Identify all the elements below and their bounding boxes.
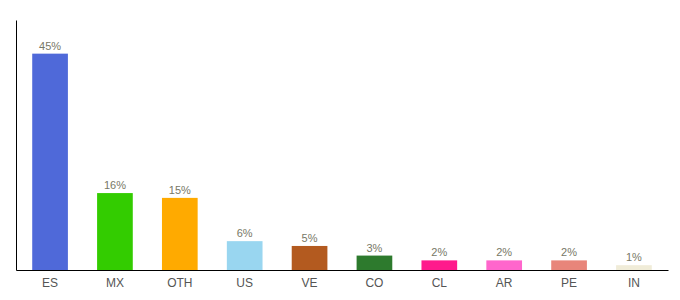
bar	[227, 241, 263, 270]
axis-domain	[17, 270, 669, 271]
tick: IN	[628, 270, 640, 290]
bar	[616, 265, 652, 270]
data-labels: 45% 16% 15% 6% 5% 3% 2% 2% 2% 1%	[39, 40, 642, 264]
bar	[97, 193, 133, 270]
tick-label: CO	[365, 276, 383, 290]
tick: PE	[561, 270, 577, 290]
data-label: 2%	[561, 246, 577, 258]
data-label: 3%	[366, 242, 382, 254]
chart-svg: ES MX OTH US VE CO CL AR PE IN 45% 16% 15% 6% 5% 3% 2% 2%…	[0, 0, 680, 300]
tick-label: AR	[496, 276, 513, 290]
bar	[551, 260, 587, 270]
tick: US	[236, 270, 253, 290]
bar	[357, 256, 393, 270]
bar	[32, 54, 68, 270]
tick-label: IN	[628, 276, 640, 290]
data-label: 5%	[302, 232, 318, 244]
tick-label: ES	[42, 276, 58, 290]
tick-label: VE	[302, 276, 318, 290]
axis-domain	[16, 21, 17, 271]
tick: CO	[365, 270, 383, 290]
data-label: 15%	[169, 184, 191, 196]
data-label: 45%	[39, 40, 61, 52]
tick-label: CL	[432, 276, 448, 290]
tick: ES	[42, 270, 58, 290]
tick: OTH	[167, 270, 192, 290]
bar	[162, 198, 198, 270]
tick: AR	[496, 270, 513, 290]
tick: MX	[106, 270, 124, 290]
x-axis: ES MX OTH US VE CO CL AR PE IN	[17, 270, 669, 290]
tick: VE	[302, 270, 318, 290]
bar	[421, 260, 457, 270]
data-label: 1%	[626, 251, 642, 263]
bar	[292, 246, 328, 270]
data-label: 2%	[496, 246, 512, 258]
tick-label: US	[236, 276, 253, 290]
plot-area: ES MX OTH US VE CO CL AR PE IN 45% 16% 15% 6% 5% 3% 2% 2%…	[17, 21, 669, 290]
bar	[486, 260, 522, 270]
data-label: 2%	[431, 246, 447, 258]
tick-label: MX	[106, 276, 124, 290]
tick: CL	[432, 270, 448, 290]
tick-label: PE	[561, 276, 577, 290]
data-label: 6%	[237, 227, 253, 239]
y-axis	[16, 21, 17, 271]
bars	[32, 54, 652, 270]
data-label: 16%	[104, 179, 126, 191]
tick-label: OTH	[167, 276, 192, 290]
